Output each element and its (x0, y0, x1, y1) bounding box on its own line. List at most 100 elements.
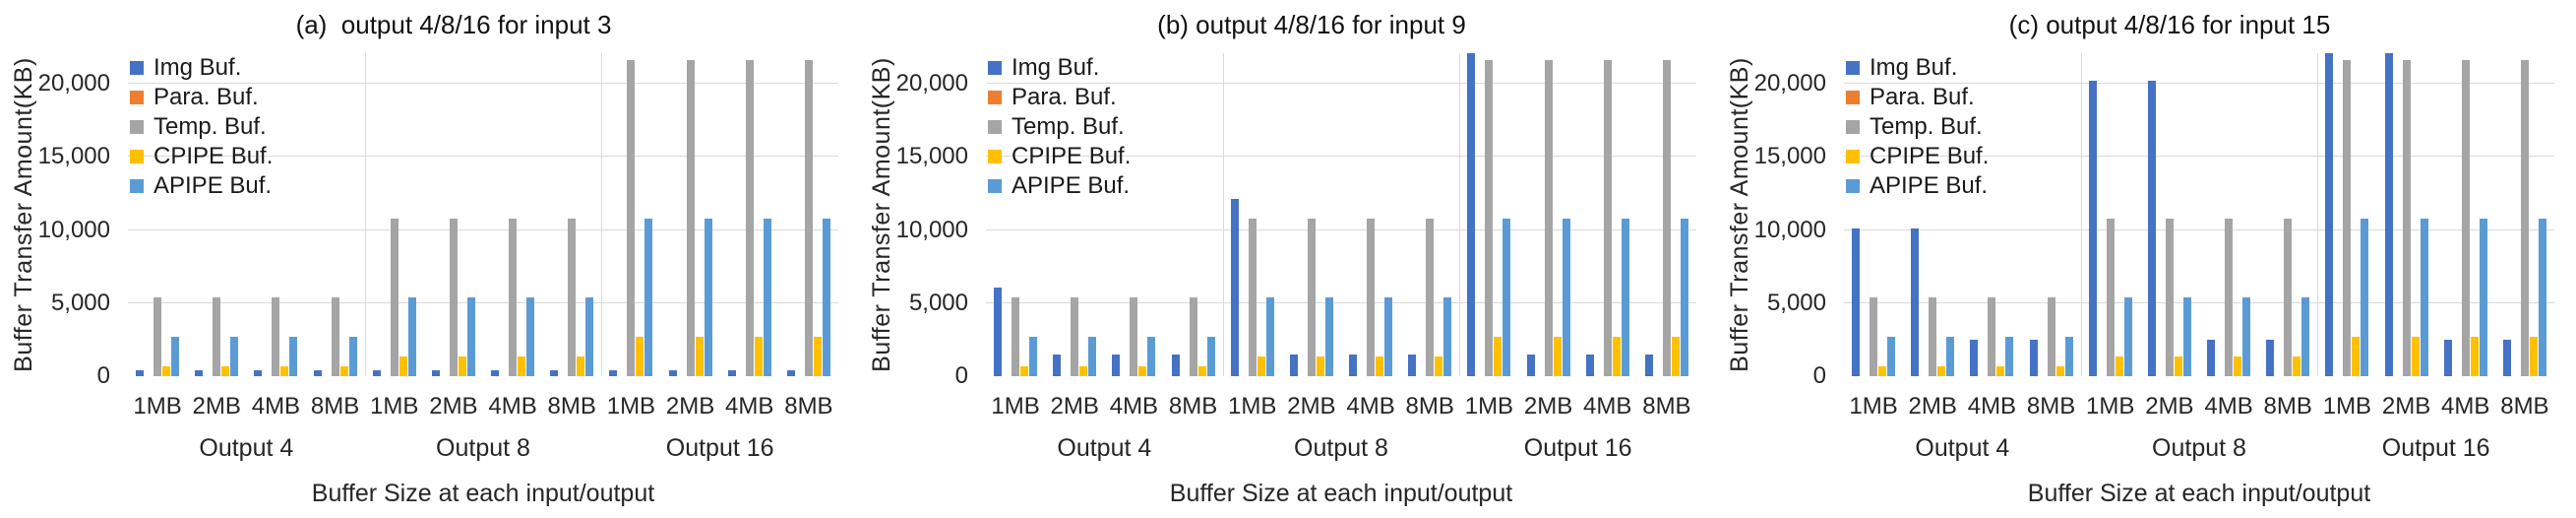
bar-img-buf (2325, 53, 2334, 376)
bar-img-buf (2266, 339, 2275, 376)
legend-swatch-cpipe-buf (988, 149, 1002, 163)
bar-img-buf (372, 370, 381, 376)
bar-apipe-buf (644, 218, 653, 376)
x-tick-label: 8MB (547, 393, 596, 420)
bar-apipe-buf (2123, 296, 2132, 376)
bar-cpipe-buf (1316, 356, 1324, 376)
bar-apipe-buf (2361, 218, 2369, 376)
bar-cpipe-buf (695, 336, 704, 376)
legend-label: Img Buf. (1870, 54, 1958, 81)
bar-cpipe-buf (221, 365, 230, 376)
bar-apipe-buf (1621, 218, 1629, 376)
bar-temp-buf (1071, 296, 1079, 376)
legend-item: APIPE Buf. (1846, 174, 1989, 198)
x-tick-label: 4MB (1346, 393, 1395, 420)
y-tick-label: 5,000 (1766, 289, 1826, 316)
gridline (986, 301, 1696, 303)
legend: Img Buf. Para. Buf. Temp. Buf. CPIPE Buf. AP… (1846, 54, 1989, 198)
legend-swatch-img-buf (988, 60, 1002, 75)
bar-temp-buf (1544, 60, 1553, 376)
bar-cpipe-buf (1079, 365, 1088, 376)
gridline (1844, 156, 2554, 158)
bar-apipe-buf (1324, 296, 1333, 376)
gridline (986, 83, 1696, 85)
x-tick-label: 8MB (310, 393, 360, 420)
legend-label: Para. Buf. (1012, 84, 1117, 110)
bar-cpipe-buf (754, 336, 763, 376)
bar-img-buf (2029, 339, 2038, 376)
legend-item: Temp. Buf. (988, 113, 1131, 140)
x-tick-label: 8MB (2500, 393, 2549, 420)
section-separator (365, 53, 366, 376)
bar-apipe-buf (171, 336, 180, 376)
legend-label: CPIPE Buf. (153, 143, 274, 169)
bar-img-buf (609, 370, 618, 376)
bar-img-buf (786, 370, 795, 376)
bar-img-buf (1053, 354, 1062, 376)
bar-temp-buf (1870, 296, 1878, 376)
gridline (986, 228, 1696, 230)
legend-swatch-temp-buf (988, 119, 1002, 134)
bar-temp-buf (1130, 296, 1138, 376)
y-tick-label: 15,000 (1753, 143, 1826, 170)
plot-area (986, 53, 1696, 376)
x-tick-label: 2MB (1523, 393, 1573, 420)
x-tick-label: 1MB (1849, 393, 1898, 420)
bar-img-buf (2384, 53, 2393, 376)
y-tick-label: 10,000 (37, 216, 110, 243)
bar-temp-buf (1189, 296, 1197, 376)
bar-cpipe-buf (1435, 356, 1443, 376)
section-separator (2317, 53, 2318, 376)
x-tick-label: 8MB (1405, 393, 1454, 420)
bar-cpipe-buf (1257, 356, 1265, 376)
section-separator (601, 53, 602, 376)
bar-img-buf (1467, 53, 1476, 376)
x-tick-label: 4MB (2441, 393, 2490, 420)
bar-cpipe-buf (1612, 336, 1621, 376)
bar-cpipe-buf (280, 365, 289, 376)
bar-apipe-buf (1384, 296, 1393, 376)
bar-apipe-buf (822, 218, 830, 376)
x-tick-label: 1MB (991, 393, 1040, 420)
bar-temp-buf (1929, 296, 1937, 376)
bar-cpipe-buf (2352, 336, 2361, 376)
legend-label: Img Buf. (1012, 54, 1100, 81)
bar-cpipe-buf (577, 356, 585, 376)
bar-temp-buf (2106, 218, 2115, 376)
bar-apipe-buf (2182, 296, 2191, 376)
bar-temp-buf (1988, 296, 1996, 376)
bar-temp-buf (1248, 218, 1257, 376)
bar-temp-buf (2461, 60, 2470, 376)
bar-cpipe-buf (813, 336, 822, 376)
bar-apipe-buf (1680, 218, 1688, 376)
x-group-label: Output 16 (1523, 434, 1632, 462)
x-tick-label: 1MB (133, 393, 182, 420)
chart-panel-b: (b) output 4/8/16 for input 9 Buffer Tra… (858, 0, 1716, 518)
bar-cpipe-buf (1020, 365, 1029, 376)
bar-cpipe-buf (2293, 356, 2301, 376)
y-tick-label: 15,000 (895, 143, 968, 170)
legend-item: CPIPE Buf. (988, 145, 1131, 168)
legend-label: APIPE Buf. (153, 172, 273, 199)
y-tick-label: 10,000 (1753, 216, 1826, 243)
legend-item: Temp. Buf. (130, 115, 273, 139)
bar-apipe-buf (2538, 218, 2546, 376)
bar-temp-buf (449, 218, 458, 376)
bar-apipe-buf (348, 336, 357, 376)
y-tick-label: 10,000 (895, 216, 968, 243)
bar-cpipe-buf (2470, 336, 2479, 376)
bar-temp-buf (509, 218, 518, 376)
bar-temp-buf (686, 60, 695, 376)
bar-temp-buf (2047, 296, 2055, 376)
x-tick-label: 4MB (725, 393, 774, 420)
bar-img-buf (1289, 354, 1298, 376)
bar-cpipe-buf (2234, 356, 2242, 376)
legend: Img Buf. Para. Buf. Temp. Buf. CPIPE Buf. AP… (130, 56, 274, 199)
y-tick-label: 0 (1812, 362, 1826, 389)
y-tick-label: 0 (954, 362, 968, 389)
legend-swatch-cpipe-buf (1846, 149, 1860, 163)
legend-label: Temp. Buf. (1012, 113, 1125, 140)
gridline (986, 156, 1696, 158)
x-group-label: Output 4 (1057, 434, 1152, 462)
